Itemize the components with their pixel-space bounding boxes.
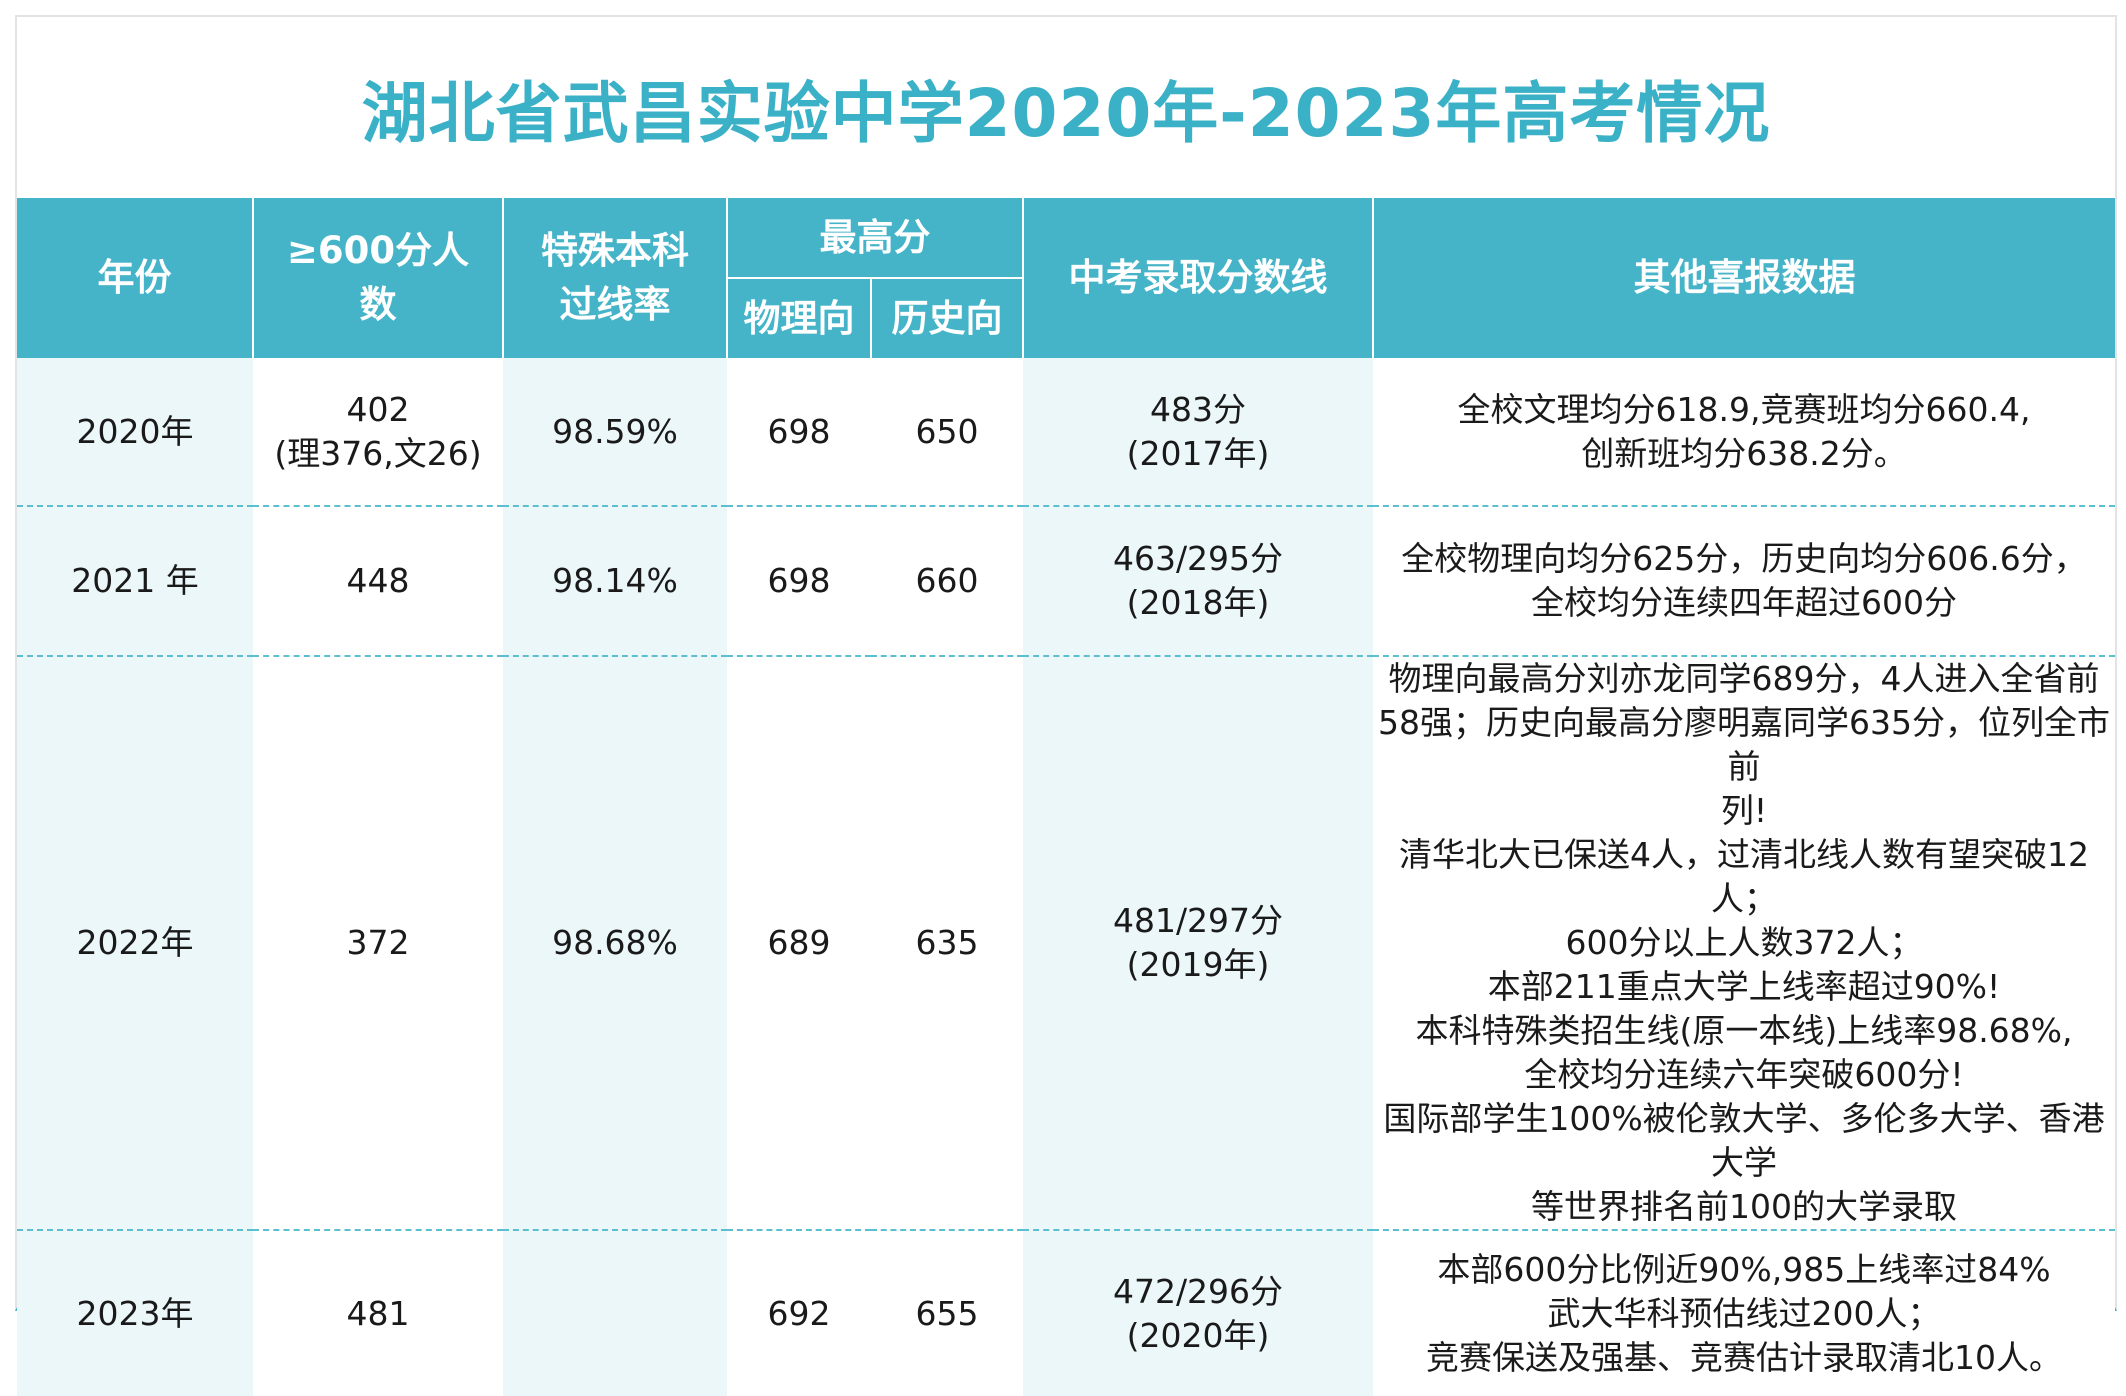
cell-year: 2023年 [17,1230,253,1396]
cell-over600-value: 402 [346,389,410,429]
cell-physics: 698 [727,506,871,657]
note-line: 600分以上人数372人； [1565,923,1923,962]
cell-pass-rate: 98.68% [503,656,727,1231]
header-pass-rate-line1: 特殊本科 [541,229,689,272]
header-other: 其他喜报数据 [1372,198,2115,358]
cell-other: 物理向最高分刘亦龙同学689分，4人进入全省前 58强；历史向最高分廖明嘉同学6… [1373,656,2115,1231]
note-line: 清华北大已保送4人，过清北线人数有望突破12人； [1399,835,2089,918]
header-row-1: 年份 ≥600分人 数 特殊本科 过线率 最高分 中考录取分数线 其他喜报数据 [17,198,2115,358]
header-year: 年份 [17,198,254,358]
cell-pass-rate [503,1230,727,1396]
cell-zhongkao-year: (2020年) [1126,1315,1270,1355]
cell-other: 本部600分比例近90%,985上线率过84% 武大华科预估线过200人； 竞赛… [1373,1230,2115,1396]
note-line: 等世界排名前100的大学录取 [1531,1187,1957,1226]
cell-year: 2022年 [17,656,253,1231]
cell-year: 2020年 [17,358,253,507]
cell-zhongkao-score: 483分 [1150,389,1246,429]
header-zhongkao: 中考录取分数线 [1022,198,1374,358]
cell-over600: 448 [253,506,503,657]
cell-zhongkao-year: (2019年) [1126,945,1270,984]
cell-physics: 692 [727,1230,871,1396]
note-line: 本部211重点大学上线率超过90%! [1487,967,2001,1006]
header-history: 历史向 [870,278,1024,358]
note-line: 全校物理向均分625分，历史向均分606.6分， [1401,539,2087,578]
table-row: 2021 年 448 98.14% 698 660 463/295分 (2018… [17,506,2115,657]
cell-zhongkao: 481/297分 (2019年) [1023,656,1373,1231]
header-physics: 物理向 [726,278,872,358]
report-frame: 湖北省武昌实验中学2020年-2023年高考情况 年份 ≥600分人 数 特殊本… [15,15,2117,1396]
cell-over600: 481 [253,1230,503,1396]
cell-pass-rate: 98.14% [503,506,727,657]
cell-physics: 698 [727,358,871,507]
cell-zhongkao: 472/296分 (2020年) [1023,1230,1373,1396]
cell-history: 660 [871,506,1023,657]
cell-physics: 689 [727,656,871,1231]
cell-history: 650 [871,358,1023,507]
note-line: 国际部学生100%被伦敦大学、多伦多大学、香港大学 [1383,1099,2105,1182]
cell-zhongkao-score: 472/296分 [1112,1271,1284,1311]
note-line: 物理向最高分刘亦龙同学689分，4人进入全省前 [1388,659,2100,698]
note-line: 本科特殊类招生线(原一本线)上线率98.68%, [1415,1011,2073,1050]
header-over600: ≥600分人 数 [252,198,504,358]
note-line: 全校均分连续四年超过600分 [1531,583,1957,622]
header-top-score: 最高分 [726,198,1024,279]
header-over600-line1: ≥600分人 [286,229,470,272]
note-line: 本部600分比例近90%,985上线率过84% [1437,1249,2051,1289]
cell-zhongkao-year: (2018年) [1126,583,1270,622]
table-row: 2022年 372 98.68% 689 635 481/297分 (2019年… [17,656,2115,1231]
table-row: 2020年 402 (理376,文26) 98.59% 698 650 483分… [17,358,2115,507]
header-over600-line2: 数 [359,283,397,326]
results-table: 年份 ≥600分人 数 特殊本科 过线率 最高分 中考录取分数线 其他喜报数据 … [17,198,2115,1396]
page-title: 湖北省武昌实验中学2020年-2023年高考情况 [361,74,1771,152]
cell-other: 全校文理均分618.9,竞赛班均分660.4, 创新班均分638.2分。 [1373,358,2115,507]
header-pass-rate: 特殊本科 过线率 [502,198,728,358]
note-line: 创新班均分638.2分。 [1581,433,1907,473]
note-line: 武大华科预估线过200人； [1547,1293,1941,1333]
cell-zhongkao-year: (2017年) [1126,433,1270,473]
cell-zhongkao-score: 481/297分 [1112,901,1284,940]
cell-history: 635 [871,656,1023,1231]
note-line: 58强；历史向最高分廖明嘉同学635分，位列全市前 [1378,703,2110,786]
cell-zhongkao: 483分 (2017年) [1023,358,1373,507]
cell-zhongkao-score: 463/295分 [1112,539,1284,578]
cell-pass-rate: 98.59% [503,358,727,507]
cell-over600-detail: (理376,文26) [274,433,482,473]
cell-zhongkao: 463/295分 (2018年) [1023,506,1373,657]
header-pass-rate-line2: 过线率 [559,283,671,326]
cell-history: 655 [871,1230,1023,1396]
cell-other: 全校物理向均分625分，历史向均分606.6分， 全校均分连续四年超过600分 [1373,506,2115,657]
cell-year: 2021 年 [17,506,253,657]
header-row-2: 物理向 历史向 [17,278,2115,358]
note-line: 列! [1720,791,1768,830]
note-line: 全校均分连续六年突破600分! [1524,1055,1964,1094]
note-line: 全校文理均分618.9,竞赛班均分660.4, [1457,389,2031,429]
cell-over600: 372 [253,656,503,1231]
cell-over600: 402 (理376,文26) [253,358,503,507]
table-row: 2023年 481 692 655 472/296分 (2020年) 本部600… [17,1230,2115,1396]
note-line: 竞赛保送及强基、竞赛估计录取清北10人。 [1426,1337,2062,1377]
